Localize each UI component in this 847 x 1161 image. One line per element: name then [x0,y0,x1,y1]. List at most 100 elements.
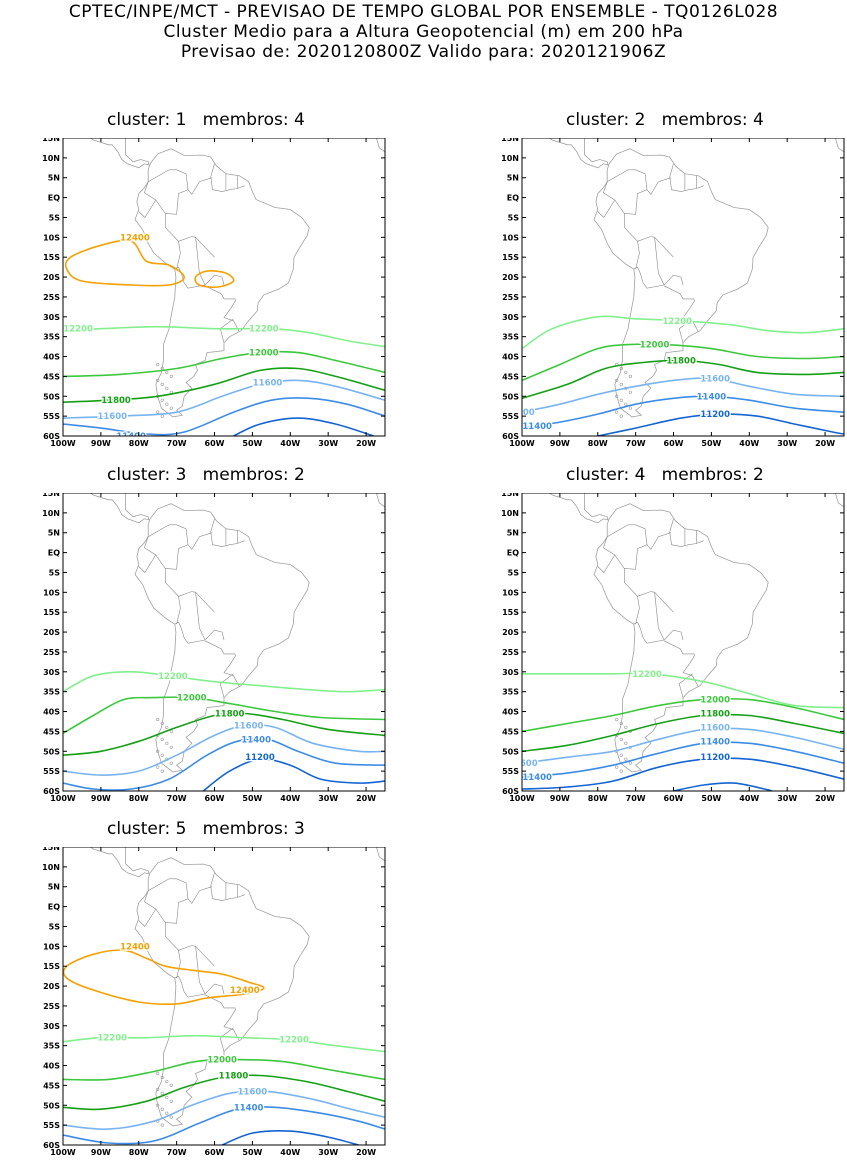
country-border [210,872,245,901]
lat-tick-label: 45S [43,727,60,736]
lon-tick-label: 50W [242,794,262,803]
contour-11800 [522,359,844,400]
lon-tick-label: 100W [50,439,76,448]
contour-12200 [63,670,385,693]
contour-11800 [63,712,385,756]
contour-11600 [63,1090,385,1130]
contour-12000 [522,697,844,733]
contour-label: 11400 [116,432,146,442]
lat-tick-label: 55S [502,412,519,421]
map-panel-4: cluster: 4 membros: 2 12200 12000 11800 1160… [482,465,847,807]
contour-11400 [63,1106,385,1145]
lon-tick-label: 60W [664,439,684,448]
lat-tick-label: 20S [502,628,519,637]
header-line-3: Previsao de: 2020120800Z Valido para: 20… [180,42,667,62]
lat-tick-label: EQ [48,194,60,203]
coastline-south-america [134,503,310,773]
contour-label: 11600 [238,1087,268,1097]
country-border [195,946,215,967]
lat-tick-label: 5S [508,568,520,577]
country-border [195,592,215,613]
lat-tick-label: EQ [48,903,60,912]
panel-title: cluster: 3 membros: 2 [107,465,305,485]
lon-tick-label: 40W [280,794,300,803]
country-border [144,878,189,923]
country-border [165,177,212,270]
lon-tick-label: 60W [205,1148,225,1157]
island [624,725,628,730]
island [615,410,619,414]
lat-tick-label: 55S [43,767,60,776]
lat-tick-label: 35S [43,333,60,342]
lat-tick-label: EQ [507,194,519,203]
contour-label: 12000 [207,1056,237,1066]
island [156,717,160,722]
lat-tick-label: 30S [43,313,60,322]
lon-tick-label: 40W [739,439,759,448]
map-frame [62,138,386,437]
island [156,1087,160,1091]
lat-tick-label: 15S [502,253,519,262]
contour-12000 [63,696,385,735]
map-svg: 12400 12400 12200 12200 12000 11800 11600 11400… [42,847,386,1157]
island [169,729,173,733]
lon-tick-label: 70W [626,439,646,448]
lat-tick-label: 60S [502,787,519,796]
lat-tick-label: 15S [502,608,519,617]
island [169,1099,173,1103]
lat-tick-label: 25S [502,648,519,657]
island [619,366,623,371]
lat-tick-label: 5N [48,883,60,892]
coastline-africa [376,493,385,508]
contour-label: 1600 [514,759,538,769]
lat-tick-label: 40S [43,353,60,362]
lat-tick-label: 5N [507,529,519,538]
island [160,1107,164,1111]
lat-tick-label: 5N [48,174,60,183]
island [628,406,632,410]
island [615,765,619,769]
island [160,398,164,402]
country-border [219,1027,234,1052]
lon-tick-label: 60W [205,439,225,448]
coastline-central-america [89,493,150,524]
panel-title: cluster: 4 membros: 2 [566,465,764,485]
contour-label: 11800 [666,357,696,367]
map-panel-1: cluster: 1 membros: 4 12400 12200 12200 1200… [23,110,391,452]
contour-label: 12200 [249,325,279,335]
island [169,1115,173,1119]
lon-tick-label: 20W [356,439,376,448]
lat-tick-label: 30S [502,668,519,677]
country-border [174,621,179,625]
contour-label: 12200 [632,670,662,680]
lat-tick-label: 35S [502,333,519,342]
lon-tick-label: 70W [626,794,646,803]
island [160,769,164,773]
map-frame [521,138,845,437]
map-svg: 12200 12000 11800 11600 1600 11400 11400 11200 1… [501,493,845,803]
map-frame [62,847,386,1146]
island [156,749,160,753]
island [628,390,632,394]
lat-tick-label: 5N [48,529,60,538]
lat-tick-label: 45S [43,1081,60,1090]
contour-label: 600 [517,408,535,418]
island [160,414,164,418]
lat-tick-label: 10S [502,233,519,242]
contour-12200 [522,315,844,350]
lat-tick-label: 25S [43,293,60,302]
island [615,394,619,398]
contour-label: 11400 [697,392,727,402]
lat-tick-label: 20S [43,628,60,637]
lon-tick-label: 30W [318,439,338,448]
country-border [195,237,215,258]
contour-11800 [63,367,385,403]
coastline-africa [835,138,844,153]
island [165,741,169,745]
lat-tick-label: 10N [42,154,60,163]
country-border [178,975,225,998]
contour-label: 11200 [245,753,275,763]
lon-tick-label: 30W [318,794,338,803]
lon-tick-label: 40W [739,794,759,803]
